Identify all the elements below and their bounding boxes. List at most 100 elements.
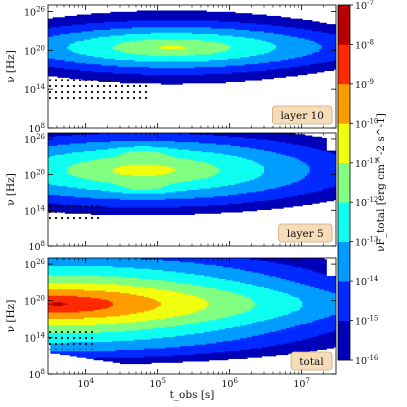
heatmap-cell [105,76,109,78]
heatmap-cell [242,51,246,54]
heatmap-cell [52,66,56,69]
heatmap-cell [163,32,166,35]
heatmap-cell [98,35,102,37]
heatmap-cell [280,18,284,21]
heatmap-cell [57,40,61,43]
heatmap-cell [177,32,181,35]
heatmap-cell [170,18,174,21]
heatmap-cell [132,32,135,35]
heatmap-cell [264,37,267,40]
heatmap-cell [192,21,195,24]
heatmap-cell [136,70,140,73]
heatmap-cell [189,54,193,56]
heatmap-cell [115,66,118,69]
heatmap-cell [249,13,253,15]
heatmap-cell [172,41,176,44]
heatmap-cell [196,50,200,52]
heatmap-cell [206,67,210,70]
heatmap-cell [204,22,207,25]
heatmap-cell [81,58,85,61]
heatmap-cell [244,36,248,39]
heatmap-cell [252,62,255,65]
heatmap-cell [264,76,267,78]
heatmap-cell [213,77,217,80]
heatmap-cell [148,35,152,37]
heatmap-cell [96,21,99,24]
heatmap-cell [79,28,82,30]
heatmap-cell [273,24,277,26]
heatmap-cell [93,35,97,37]
heatmap-cell [211,63,214,66]
heatmap-cell [201,76,205,78]
heatmap-cell [170,77,174,80]
heatmap-cell [91,39,94,41]
heatmap-cell [129,59,133,62]
heatmap-cell [213,58,217,61]
heatmap-cell [165,44,169,47]
heatmap-cell [88,62,92,65]
heatmap-cell [103,37,106,40]
heatmap-cell [141,52,145,55]
heatmap-cell [213,46,217,48]
heatmap-cell [81,51,85,54]
heatmap-cell [223,30,226,33]
heatmap-cell [156,66,159,69]
heatmap-cell [247,40,250,43]
heatmap-cell [228,77,231,80]
heatmap-cell [52,33,56,36]
heatmap-cell [216,58,219,61]
heatmap-cell [55,73,58,76]
heatmap-cell [50,18,54,21]
heatmap-cell [64,26,68,29]
heatmap-cell [182,48,186,51]
heatmap-cell [201,52,205,55]
heatmap-cell [285,54,289,56]
heatmap-cell [74,70,78,73]
heatmap-cell [50,59,54,62]
heatmap-cell [67,66,70,69]
heatmap-cell [189,67,193,70]
heatmap-cell [189,44,193,47]
heatmap-cell [98,70,102,73]
heatmap-cell [148,26,152,29]
heatmap-cell [192,14,195,17]
heatmap-cell [242,43,246,46]
heatmap-cell [48,50,51,52]
heatmap-cell [48,22,51,25]
heatmap-cell [211,29,214,32]
heatmap-cell [230,18,234,21]
heatmap-cell [132,35,135,37]
heatmap-cell [256,17,260,20]
heatmap-cell [242,80,246,82]
heatmap-cell [228,78,231,81]
heatmap-cell [252,44,255,47]
heatmap-cell [242,22,246,25]
heatmap-cell [196,33,200,36]
heatmap-cell [271,76,274,78]
heatmap-cell [216,48,219,51]
heatmap-cell [76,28,80,30]
heatmap-cell [266,48,270,51]
heatmap-cell [60,33,63,36]
heatmap-cell [276,65,279,67]
heatmap-cell [79,61,82,63]
heatmap-cell [144,76,147,78]
heatmap-cell [172,37,176,40]
heatmap-cell [134,56,138,59]
heatmap-cell [276,36,279,39]
heatmap-cell [180,41,183,44]
heatmap-cell [213,29,217,32]
heatmap-cell [110,51,114,54]
heatmap-cell [91,22,94,25]
heatmap-cell [110,67,114,70]
heatmap-cell [175,40,178,43]
heatmap-cell [64,48,68,51]
heatmap-cell [261,55,265,58]
heatmap-cell [139,69,142,71]
heatmap-cell [96,77,99,80]
heatmap-cell [105,25,109,28]
heatmap-cell [244,22,248,25]
heatmap-cell [103,29,106,32]
heatmap-cell [163,65,166,67]
heatmap-cell [124,67,128,70]
